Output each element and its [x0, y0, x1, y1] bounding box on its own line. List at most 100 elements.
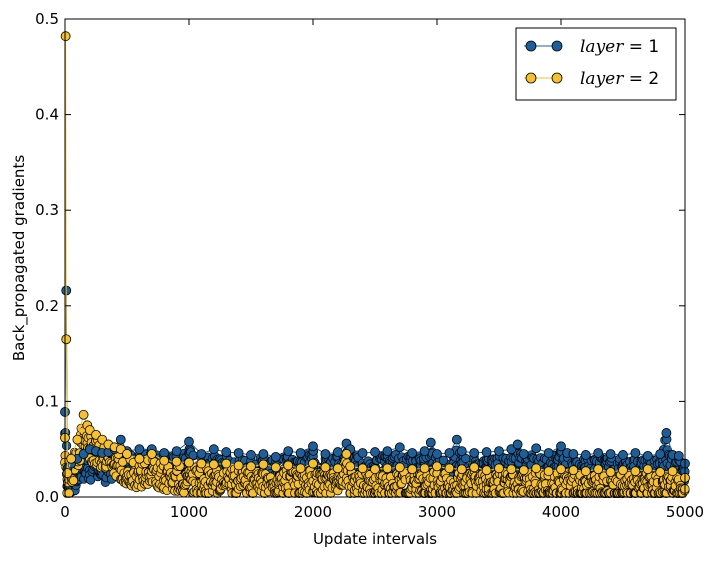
data-point-layer-1 — [320, 449, 331, 459]
legend-var-layer-2: layer — [580, 69, 624, 89]
data-point-layer-2 — [543, 466, 554, 477]
band-point-layer-2 — [64, 488, 74, 498]
x-tick-label: 5000 — [666, 503, 704, 521]
data-point-layer-2 — [283, 460, 294, 471]
data-point-layer-2 — [122, 449, 132, 459]
legend-value-layer-2: = 2 — [623, 69, 659, 89]
legend-box — [515, 27, 677, 101]
data-point-layer-1 — [283, 446, 294, 457]
data-point-layer-2 — [345, 461, 356, 472]
data-point-layer-1 — [208, 444, 219, 455]
data-point-layer-1 — [221, 447, 232, 457]
plot-frame — [64, 18, 686, 498]
data-point-layer-1 — [270, 451, 281, 462]
data-point-layer-1 — [332, 447, 343, 457]
data-point-layer-2 — [481, 465, 492, 476]
data-point-layer-2 — [341, 449, 352, 459]
data-point-layer-2 — [171, 456, 182, 467]
data-point-layer-2 — [382, 463, 393, 474]
data-point-layer-1 — [295, 448, 306, 458]
x-tick-label: 0 — [60, 503, 70, 521]
data-point-layer-1 — [233, 448, 244, 458]
data-point-layer-2 — [642, 464, 653, 475]
data-point-layer-1 — [605, 449, 616, 459]
data-point-layer-1 — [407, 448, 418, 458]
data-point-layer-2 — [370, 464, 380, 475]
data-point-layer-2 — [66, 453, 77, 464]
data-point-layer-1 — [425, 437, 436, 448]
y-tick-label: 0.4 — [35, 106, 59, 124]
legend-marker-layer-1 — [525, 40, 537, 52]
data-point-layer-2 — [407, 464, 418, 475]
data-point-layer-2 — [394, 462, 405, 473]
data-point-layer-1 — [568, 449, 579, 459]
y-axis: 0.0 0.1 0.2 0.3 0.4 0.5 — [35, 10, 685, 506]
data-point-layer-1 — [543, 448, 554, 458]
y-tick-label: 0.3 — [35, 201, 59, 219]
data-point-layer-2 — [196, 458, 207, 469]
data-point-layer-1 — [481, 447, 492, 457]
x-axis-label: Update intervals — [313, 530, 437, 548]
data-point-layer-2 — [295, 463, 306, 474]
y-axis-label: Back_propagated gradients — [10, 155, 29, 361]
data-point-layer-1 — [494, 446, 504, 457]
data-point-layer-2 — [456, 464, 467, 475]
data-point-layer-2 — [568, 465, 579, 476]
data-point-layer-2 — [618, 465, 628, 476]
data-point-layer-2 — [320, 462, 331, 473]
data-point-layer-1 — [456, 446, 467, 457]
legend-marker-layer-2 — [525, 72, 537, 84]
data-point-layer-2 — [593, 464, 604, 475]
data-point-layer-2 — [134, 453, 145, 464]
legend-label-layer-2: layer = 2 — [580, 69, 659, 89]
data-point-layer-1 — [642, 450, 653, 461]
data-point-layer-1 — [134, 444, 145, 455]
x-tick-label: 2000 — [294, 503, 332, 521]
data-point-layer-2 — [61, 334, 72, 345]
data-point-layer-1 — [115, 434, 126, 445]
data-point-layer-1 — [531, 443, 542, 454]
data-point-layer-1 — [184, 436, 194, 447]
data-point-layer-1 — [444, 448, 455, 458]
data-point-layer-2 — [62, 468, 73, 479]
data-point-layer-1 — [593, 448, 604, 458]
legend-var-layer-1: layer — [580, 37, 624, 57]
data-point-layer-1 — [258, 449, 269, 459]
data-point-layer-1 — [196, 449, 207, 459]
data-point-layer-1 — [673, 450, 684, 461]
band-point-layer-2 — [68, 475, 79, 486]
data-point-layer-2 — [506, 464, 517, 475]
data-point-layer-2 — [184, 457, 194, 468]
data-point-layer-1 — [630, 448, 641, 458]
data-point-layer-2 — [444, 463, 455, 474]
y-tick-label: 0.2 — [35, 297, 59, 315]
y-tick-label: 0.1 — [35, 392, 59, 410]
data-point-layer-2 — [72, 434, 83, 445]
data-point-layer-1 — [469, 448, 480, 458]
data-point-layer-2 — [655, 467, 666, 478]
x-tick-label: 3000 — [418, 503, 456, 521]
data-point-layer-2 — [494, 463, 504, 474]
data-point-layer-2 — [60, 31, 71, 42]
data-point-layer-1 — [655, 449, 666, 459]
data-point-layer-2 — [419, 463, 430, 474]
y-tick-label: 0.5 — [35, 10, 59, 28]
data-point-layer-1 — [661, 428, 672, 438]
data-point-layer-1 — [382, 446, 393, 457]
data-point-layer-1 — [171, 446, 182, 457]
data-point-layer-2 — [270, 462, 281, 473]
data-point-layer-2 — [605, 467, 616, 478]
series-group — [60, 31, 690, 483]
data-point-layer-2 — [556, 464, 566, 475]
legend-label-layer-1: layer = 1 — [580, 37, 659, 57]
legend-marker-layer-2 — [551, 72, 563, 84]
y-tick-label: 0.0 — [35, 488, 59, 506]
data-point-layer-2 — [208, 459, 219, 470]
data-point-layer-2 — [432, 461, 442, 472]
data-point-layer-1 — [394, 442, 405, 453]
data-point-layer-2 — [221, 458, 232, 469]
data-point-layer-1 — [370, 447, 380, 457]
data-point-layer-2 — [308, 458, 318, 469]
data-point-layer-1 — [357, 448, 368, 458]
